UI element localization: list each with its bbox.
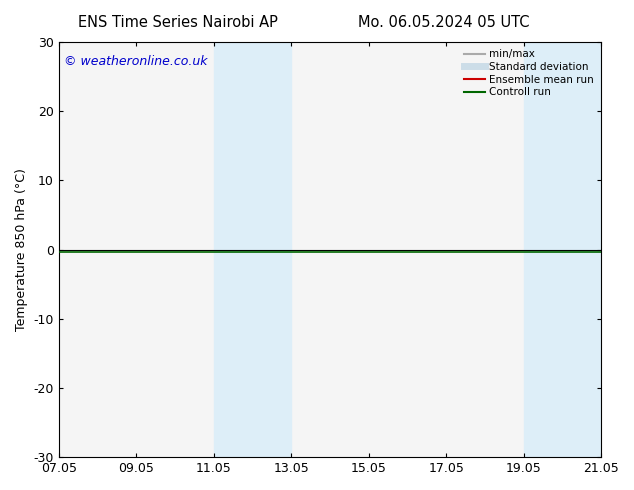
Bar	[524, 42, 562, 457]
Y-axis label: Temperature 850 hPa (°C): Temperature 850 hPa (°C)	[15, 168, 28, 331]
Text: ENS Time Series Nairobi AP: ENS Time Series Nairobi AP	[77, 15, 278, 30]
Bar	[214, 42, 252, 457]
Text: Mo. 06.05.2024 05 UTC: Mo. 06.05.2024 05 UTC	[358, 15, 529, 30]
Text: © weatheronline.co.uk: © weatheronline.co.uk	[64, 54, 208, 68]
Bar	[252, 42, 291, 457]
Legend: min/max, Standard deviation, Ensemble mean run, Controll run: min/max, Standard deviation, Ensemble me…	[460, 45, 598, 101]
Bar	[562, 42, 601, 457]
